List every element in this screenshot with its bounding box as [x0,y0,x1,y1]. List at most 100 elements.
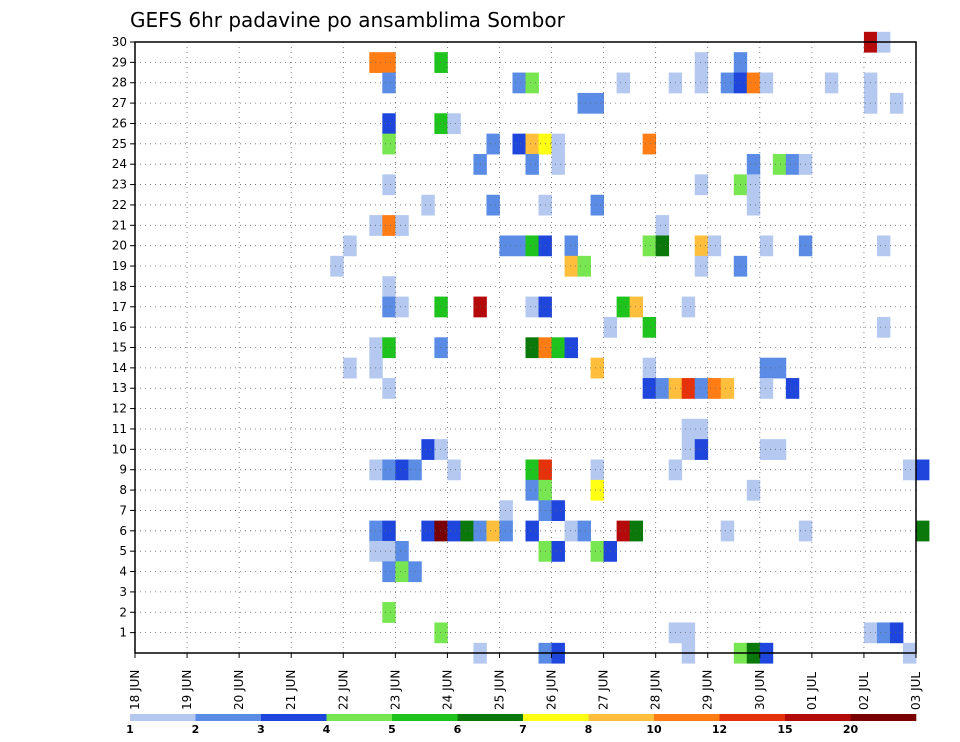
heatmap-cell [564,520,578,542]
heatmap-cell [382,52,396,73]
legend-swatch [457,714,524,721]
heatmap-cell [434,622,448,644]
y-tick-label: 20 [112,239,127,253]
heatmap-cell [655,235,670,257]
heatmap-cell [512,72,526,94]
heatmap-cell [395,459,409,481]
heatmap-cell [564,235,578,257]
y-tick-label: 22 [112,198,127,212]
y-tick-label: 2 [119,605,127,619]
heatmap-cell [746,479,761,501]
heatmap-cell [759,357,774,379]
y-tick-label: 16 [112,320,127,334]
heatmap-cell [499,235,513,257]
heatmap-cell [902,459,917,481]
heatmap-cell [499,500,513,522]
heatmap-cell [642,133,657,155]
heatmap-cell [434,439,448,460]
heatmap-cell [889,622,904,644]
heatmap-cell [382,602,396,623]
legend-label: 15 [777,723,792,736]
heatmap-cell [525,296,539,318]
chart-title: GEFS 6hr padavine po ansamblima Sombor [130,8,566,32]
y-tick-label: 9 [119,463,127,477]
heatmap-cell [681,296,696,318]
x-tick-label: 28 JUN [649,670,663,710]
legend-label: 3 [257,723,265,736]
heatmap-cell [785,154,800,175]
heatmap-cell [876,622,891,644]
heatmap-cell [369,459,383,481]
heatmap-cell [382,337,396,359]
legend-swatch [261,714,327,721]
heatmap-cell [330,255,344,277]
heatmap-cell [434,337,448,359]
heatmap-cell [746,72,761,94]
heatmap-cell [681,418,696,440]
heatmap-cell [694,418,709,440]
heatmap-cell [759,439,774,460]
x-tick-label: 21 JUN [284,670,298,710]
heatmap-cell [590,479,604,501]
heatmap-cell [759,235,774,257]
y-tick-label: 23 [112,178,127,192]
heatmap-cell [382,296,396,318]
heatmap-cell [434,296,448,318]
heatmap-cell [434,52,448,73]
heatmap-cell [577,520,591,542]
heatmap-cell [590,92,604,114]
heatmap-cell [512,235,526,257]
x-tick-label: 29 JUN [701,670,715,710]
heatmap-cell [525,520,539,542]
heatmap-cell [642,316,657,338]
legend-swatch [785,714,851,721]
heatmap-cell [382,520,396,542]
heatmap-cell [720,378,735,399]
heatmap-cell [395,540,409,562]
heatmap-cell [590,540,604,562]
heatmap-cell [694,255,709,277]
grid-lines [135,42,916,653]
legend-label: 8 [585,723,593,736]
legend-swatch [392,714,458,721]
y-tick-label: 25 [112,137,127,151]
y-tick-label: 6 [119,524,127,538]
heatmap-cell [590,194,604,216]
heatmap-cell [525,337,539,359]
legend-label: 7 [519,723,527,736]
heatmap-cell [642,378,657,399]
y-tick-label: 17 [112,300,127,314]
legend-label: 5 [388,723,396,736]
legend-label: 12 [712,723,727,736]
heatmap-cell [642,235,657,257]
legend-label: 10 [646,723,662,736]
y-tick-label: 13 [112,381,127,395]
heatmap-cell [395,561,409,583]
heatmap-cell [525,72,539,94]
heatmap-cell [772,357,787,379]
y-tick-label: 30 [112,35,127,49]
x-tick-label: 23 JUN [388,670,402,710]
heatmap-cell [694,235,709,257]
heatmap-cell [707,378,722,399]
heatmap-cell [486,194,500,216]
heatmap-cell [382,459,396,481]
heatmap-cell [382,113,396,135]
heatmap-cell [694,439,709,460]
heatmap-cell [772,154,787,175]
y-tick-label: 7 [119,503,127,517]
y-tick-label: 15 [112,341,127,355]
heatmap-cell [447,113,461,135]
heatmap-cell [916,459,930,481]
legend-label: 1 [126,723,134,736]
legend-swatch [195,714,262,721]
heatmap-cell [421,520,435,542]
heatmap-cell [694,52,709,73]
heatmap-cell [447,520,461,542]
y-tick-label: 18 [112,279,127,293]
heatmap-cell [369,520,383,542]
y-tick-label: 1 [119,626,127,640]
heatmap-cell [382,540,396,562]
heatmap-cell [512,133,526,155]
